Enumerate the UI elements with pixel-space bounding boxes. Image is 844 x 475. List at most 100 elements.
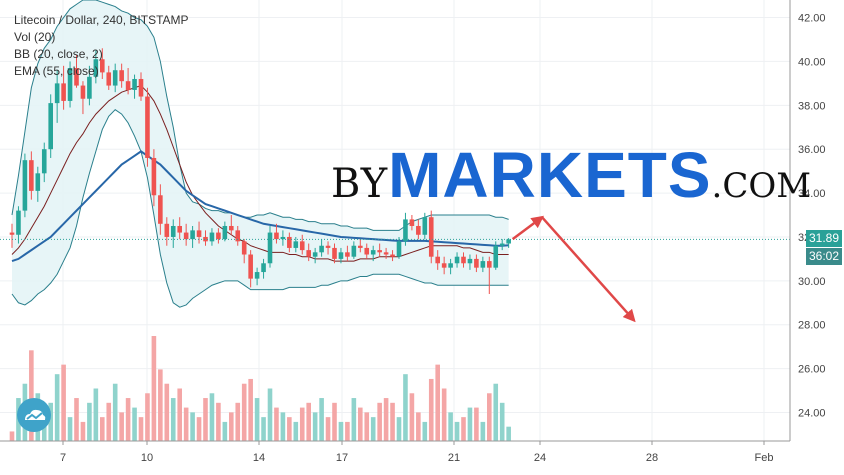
candle-body [370, 250, 376, 255]
y-tick-label: 30.00 [798, 276, 826, 288]
candle-body [112, 70, 118, 86]
candle-body [61, 83, 66, 101]
x-tick-label: 28 [646, 452, 658, 464]
candle-body [441, 263, 447, 268]
volume-bar [461, 417, 466, 441]
candle-body [293, 241, 299, 248]
volume-bar [454, 421, 460, 441]
volume-bar [170, 398, 176, 441]
candle-body [48, 103, 53, 150]
legend-volume[interactable]: Vol (20) [14, 30, 56, 44]
volume-bar [409, 393, 415, 441]
volume-bar [261, 417, 266, 441]
candle-body [67, 68, 73, 101]
candle-body [164, 223, 170, 237]
candle-body [351, 245, 357, 257]
volume-bar [48, 402, 53, 441]
candlesticks [9, 48, 511, 294]
volume-bar [274, 407, 279, 441]
candle-body [170, 225, 176, 237]
candle-body [280, 236, 286, 240]
volume-bar [293, 421, 299, 441]
volume-bar [183, 407, 189, 441]
candle-body [428, 217, 434, 257]
candle-body [209, 232, 215, 242]
volume-bar [338, 421, 344, 441]
volume-bar [164, 383, 170, 441]
candle-body [177, 225, 182, 233]
volume-bar [403, 374, 408, 441]
candle-body [125, 81, 131, 90]
volume-bar [396, 417, 402, 441]
volume-bar [480, 421, 486, 441]
candle-body [319, 245, 324, 253]
forecast-arrow-up [511, 215, 545, 241]
candle-body [383, 252, 389, 255]
candle-body [119, 70, 124, 82]
candle-body [151, 157, 157, 196]
candle-body [435, 256, 440, 264]
volume-bar [358, 407, 363, 441]
bb-upper-line [11, 0, 509, 231]
candle-body [93, 59, 99, 77]
candle-body [448, 263, 453, 268]
candle-body [74, 68, 79, 86]
volume-bar [112, 383, 118, 441]
candle-body [22, 160, 28, 211]
volume-bar [499, 402, 505, 441]
candle-body [499, 243, 505, 246]
volume-bar [370, 417, 376, 441]
candle-body [235, 230, 241, 242]
y-tick-label: 42.00 [798, 13, 826, 25]
candle-body [312, 252, 318, 257]
volume-bar [390, 402, 395, 441]
candle-body [474, 258, 479, 268]
candle-body [325, 245, 331, 248]
candle-body [454, 256, 460, 264]
candle-body [332, 247, 337, 259]
candle-body [222, 225, 228, 240]
legend-ema[interactable]: EMA (55, close) [14, 64, 99, 78]
legend-bollinger[interactable]: BB (20, close, 2) [14, 47, 103, 61]
volume-bar [61, 364, 66, 441]
axes: 24.0026.0028.0030.0032.0034.0036.0038.00… [0, 0, 826, 464]
volume-bar [177, 388, 182, 441]
volume-bar [428, 378, 434, 441]
volume-bar [235, 402, 241, 441]
candle-body [16, 210, 21, 235]
candle-body [196, 230, 202, 237]
volume-bar [216, 402, 221, 441]
volume-bar [158, 369, 163, 441]
volume-bar [377, 402, 382, 441]
volume-bar [241, 383, 247, 441]
volume-bar [493, 383, 499, 441]
volume-bar [267, 388, 273, 441]
volume-bar [93, 388, 99, 441]
volume-bar [87, 402, 92, 441]
volume-bar [9, 431, 15, 441]
legend-symbol[interactable]: Litecoin / Dollar, 240, BITSTAMP [14, 13, 189, 27]
chart-legend: Litecoin / Dollar, 240, BITSTAMP Vol (20… [14, 12, 189, 80]
indicator-lines [11, 0, 509, 308]
volume-bar [319, 398, 324, 441]
candle-body [100, 59, 105, 73]
candle-body [9, 232, 15, 235]
volume-bar [80, 421, 86, 441]
volume-bar [487, 393, 492, 441]
volume-bar [145, 393, 150, 441]
volume-bar [248, 378, 253, 441]
candle-body [216, 232, 221, 240]
volume-bar [203, 398, 208, 441]
tradingview-cloud-icon[interactable] [17, 398, 51, 432]
volume-bar [106, 402, 112, 441]
forecast-arrow-down [541, 216, 636, 323]
candle-body [493, 245, 499, 268]
y-tick-label: 40.00 [798, 56, 826, 68]
volume-bar [416, 412, 421, 441]
volume-bar [351, 398, 357, 441]
candle-body [138, 78, 144, 97]
ema-line [11, 150, 509, 263]
volume-bar [422, 421, 428, 441]
volume-bar [467, 407, 473, 441]
